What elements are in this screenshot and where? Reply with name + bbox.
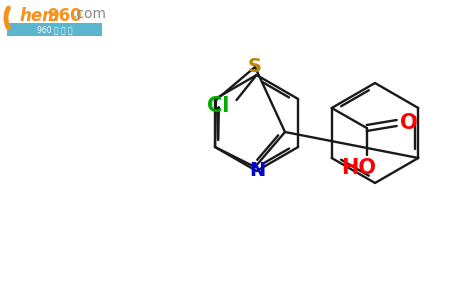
Text: 960: 960 <box>47 7 82 25</box>
Text: N: N <box>249 161 265 180</box>
Text: .com: .com <box>73 7 107 21</box>
Text: HO: HO <box>341 158 376 178</box>
Text: Cl: Cl <box>208 96 230 116</box>
Text: S: S <box>248 57 262 76</box>
Text: O: O <box>400 113 418 133</box>
FancyBboxPatch shape <box>7 23 102 36</box>
Text: hem: hem <box>19 7 60 25</box>
Text: 960 化 工 网: 960 化 工 网 <box>37 25 73 35</box>
